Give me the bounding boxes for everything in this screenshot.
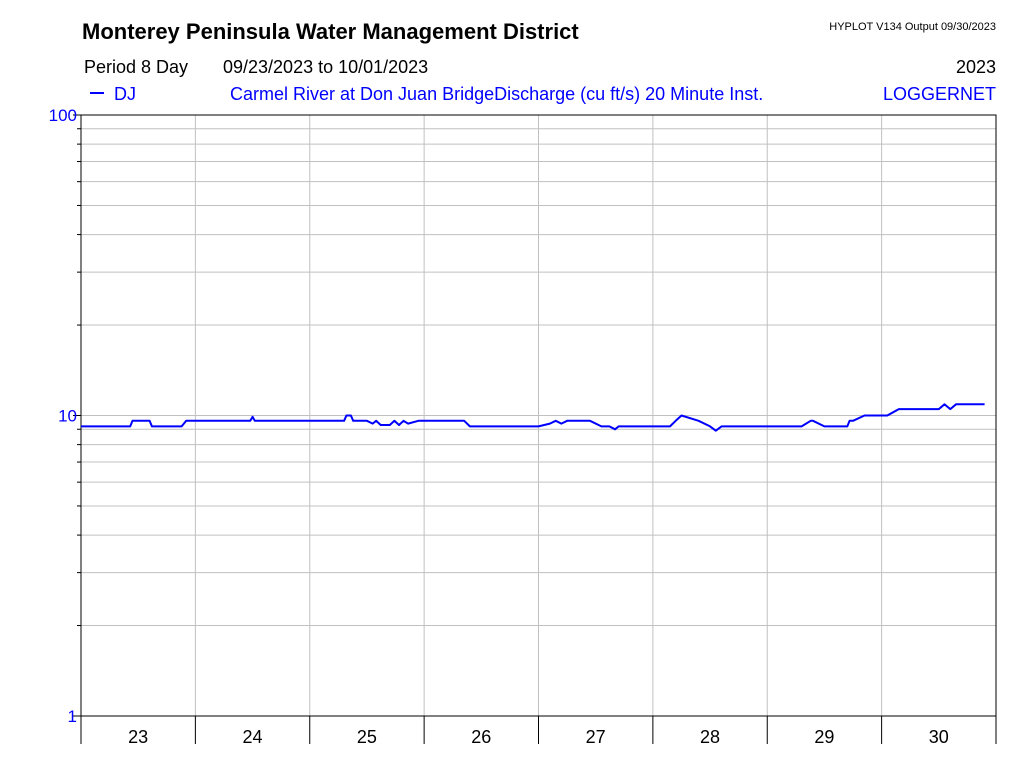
grid [80,114,997,717]
legend-series-code: DJ [114,84,136,104]
y-tick-label: 100 [49,106,77,125]
data-source-label: LOGGERNET [882,84,996,104]
chart-title: Monterey Peninsula Water Management Dist… [82,19,579,44]
axes [73,114,997,744]
legend-entry: DJ [90,84,136,105]
x-tick-label: 25 [357,727,377,747]
period-label: Period 8 Day [84,57,189,77]
year-label: 2023 [955,57,996,77]
series-layer [81,403,985,432]
program-version-label: HYPLOT V134 Output 09/30/2023 [829,21,996,33]
x-tick-label: 29 [814,727,834,747]
x-tick-label: 28 [700,727,720,747]
x-tick-label: 27 [586,727,606,747]
x-tick-label: 26 [471,727,491,747]
x-tick-label: 23 [128,727,148,747]
y-tick-label: 10 [58,407,77,426]
legend-line-swatch [90,92,104,95]
station-description: Carmel River at Don Juan BridgeDischarge… [230,84,764,104]
series-line-dj [81,403,985,432]
x-tick-label: 30 [929,727,949,747]
tick-labels: 1 10 100 23 24 25 26 27 28 29 30 [49,106,949,747]
y-tick-label: 1 [68,707,77,726]
date-range: 09/23/2023 to 10/01/2023 [223,57,429,77]
x-tick-label: 24 [243,727,263,747]
